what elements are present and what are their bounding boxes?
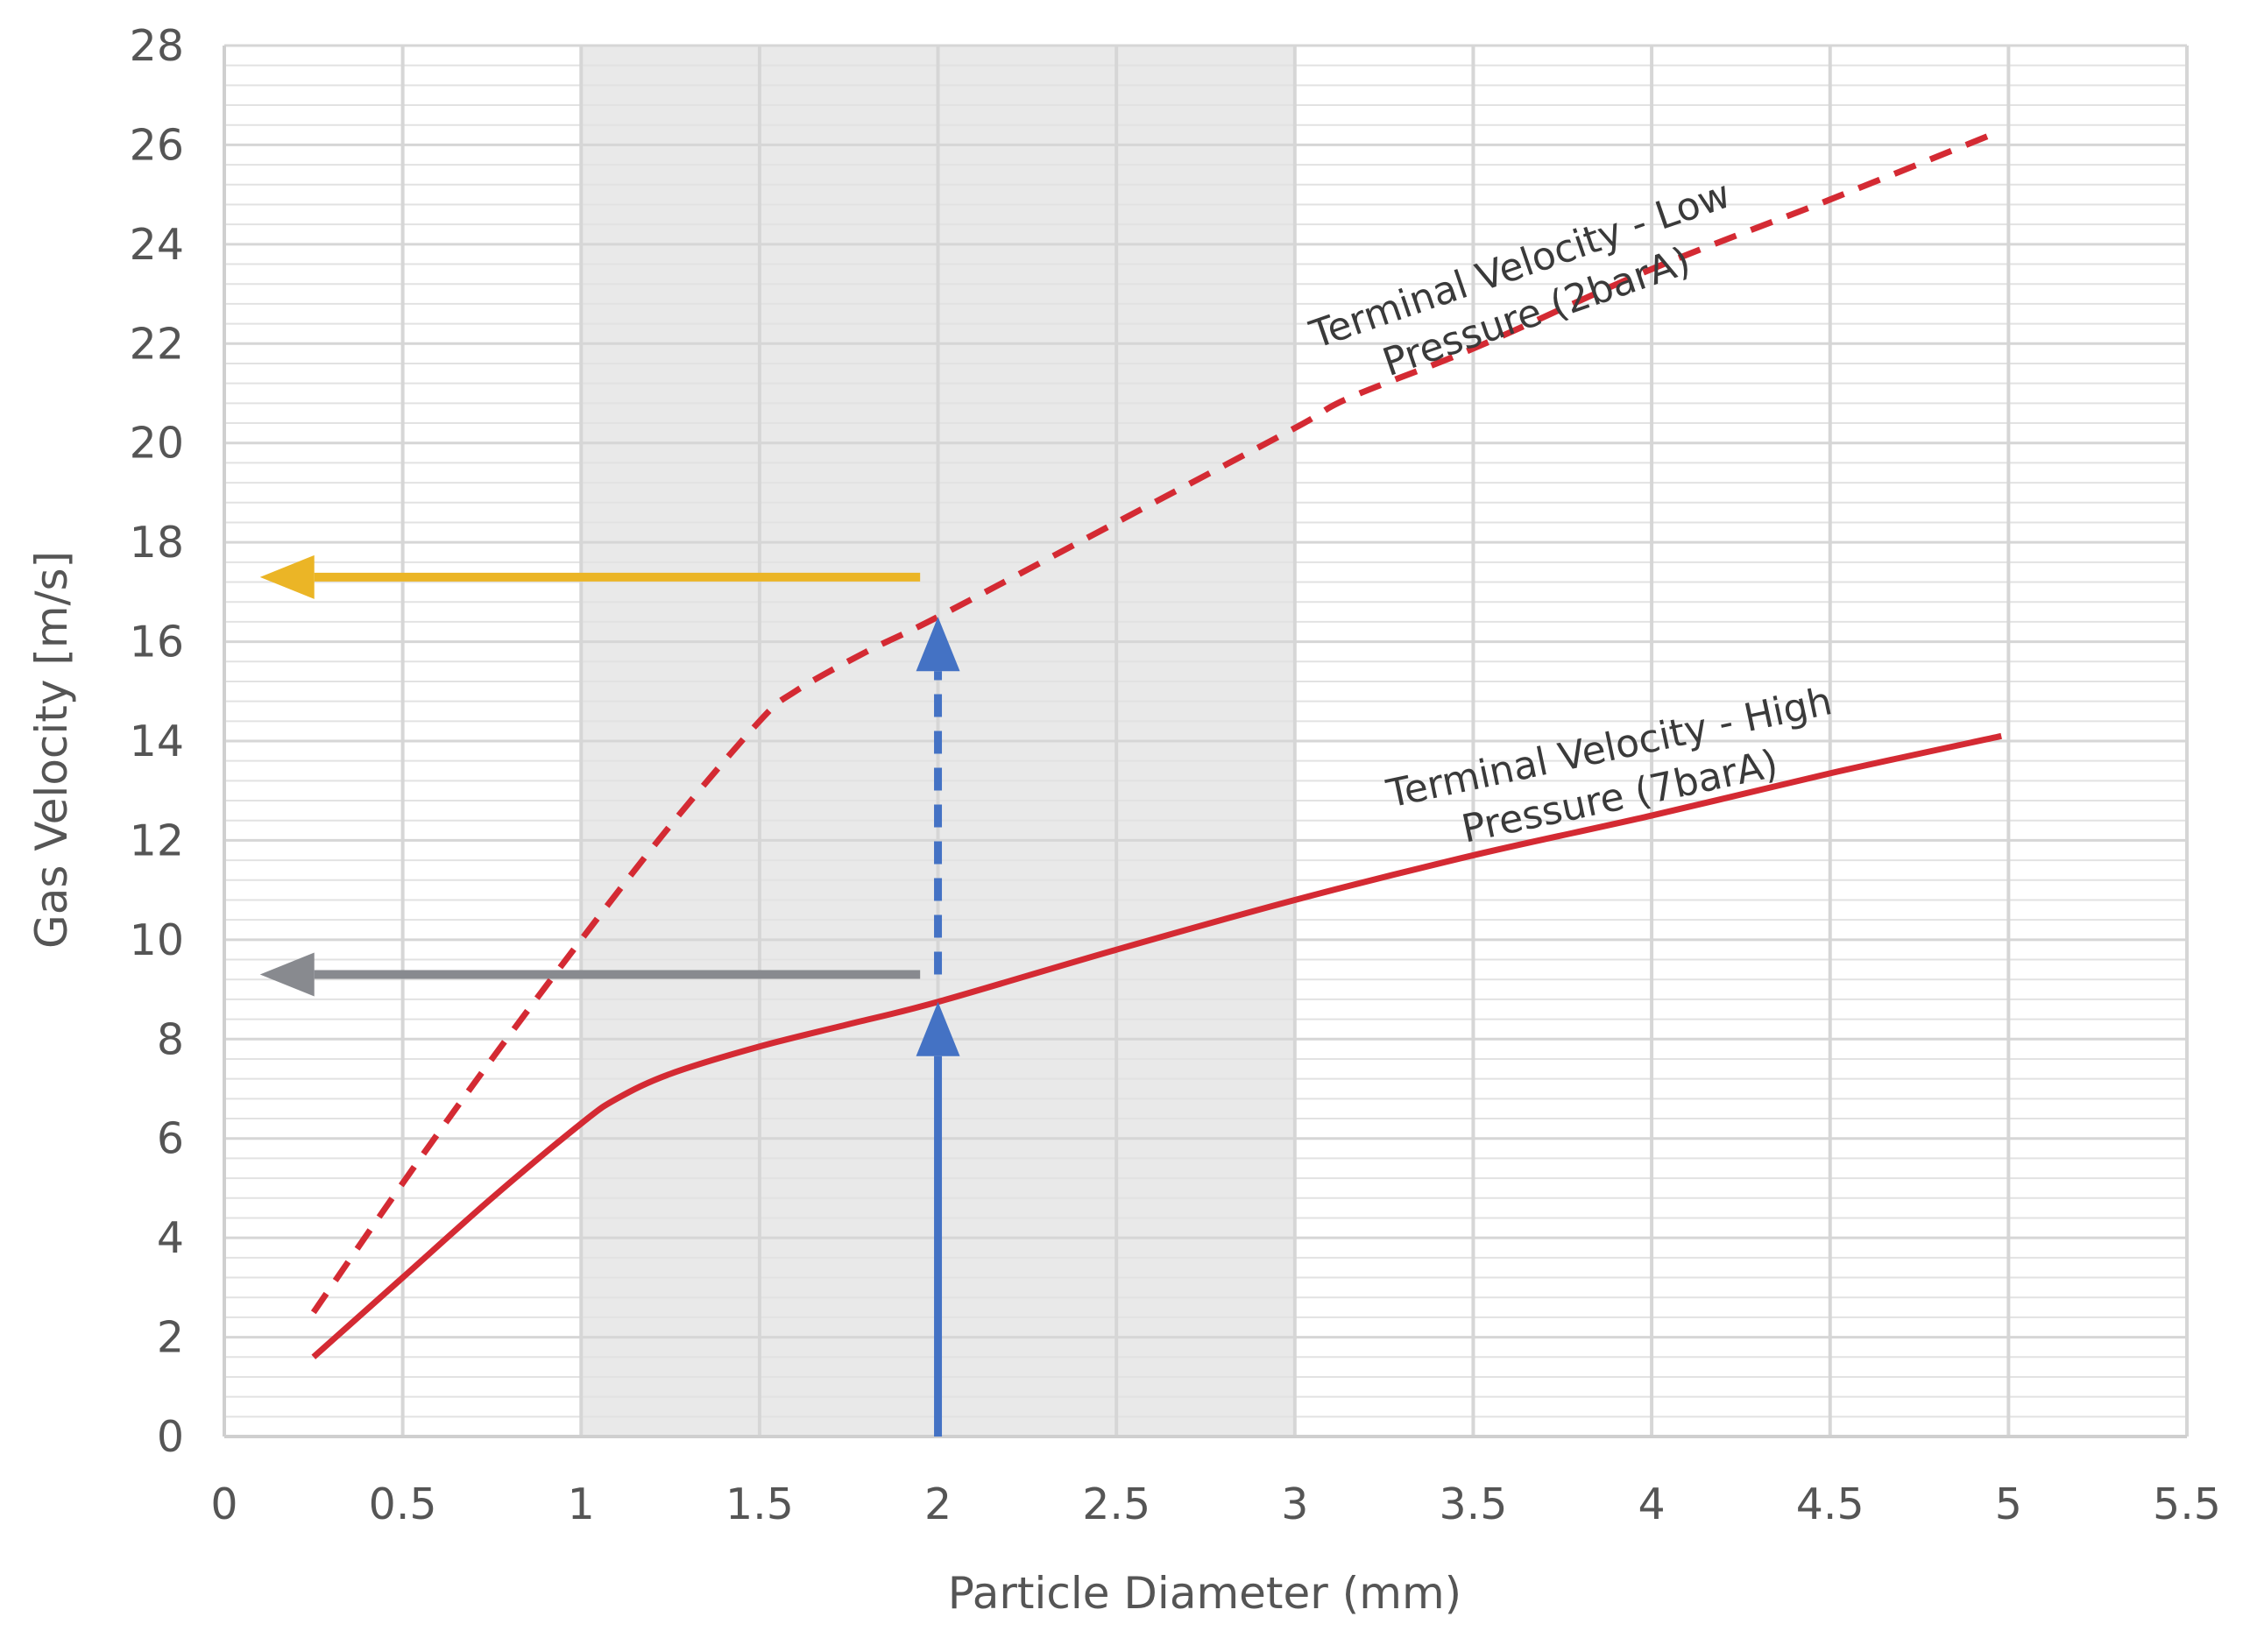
- y-tick-label: 10: [130, 915, 184, 965]
- x-tick-label: 4: [1638, 1479, 1665, 1529]
- y-tick-label: 26: [130, 120, 184, 170]
- series-line-dashed: [310, 131, 1992, 1315]
- vertical-arrow-dashed-head: [916, 617, 960, 672]
- y-tick-label: 22: [130, 319, 184, 369]
- y-tick-label: 28: [130, 21, 184, 71]
- y-tick-label: 16: [130, 618, 184, 667]
- x-tick-label: 0: [210, 1479, 237, 1529]
- major-gridlines: [223, 44, 2189, 1438]
- series-line-solid: [311, 732, 2002, 1359]
- y-tick-label: 6: [157, 1114, 184, 1164]
- y-tick-label: 18: [130, 518, 184, 568]
- y-tick-label: 8: [157, 1014, 184, 1064]
- vertical-arrow-solid-head: [916, 1001, 960, 1056]
- y-tick-label: 0: [157, 1412, 184, 1462]
- x-tick-label: 0.5: [369, 1479, 437, 1529]
- y-tick-label: 2: [157, 1313, 184, 1363]
- series-layer: [310, 131, 2002, 1359]
- reference-arrows: [259, 554, 960, 1437]
- x-axis-title: Particle Diameter (mm): [948, 1568, 1461, 1619]
- horizontal-arrow-head: [259, 554, 315, 599]
- x-tick-label: 3: [1281, 1479, 1308, 1529]
- x-tick-label: 2: [924, 1479, 952, 1529]
- x-axis-ticks: 0 0.5 1 1.5 2 2.5 3 3.5 4 4.5 5 5.5: [210, 1479, 2221, 1529]
- x-tick-label: 1: [568, 1479, 595, 1529]
- x-tick-label: 3.5: [1439, 1479, 1507, 1529]
- y-axis-title: Gas Velocity [m/s]: [26, 551, 77, 949]
- plot-frame: [223, 46, 2187, 1438]
- x-tick-label: 5: [1995, 1479, 2022, 1529]
- y-tick-label: 24: [130, 220, 184, 270]
- y-tick-label: 12: [130, 815, 184, 865]
- x-tick-label: 4.5: [1796, 1479, 1864, 1529]
- x-tick-label: 1.5: [725, 1479, 794, 1529]
- horizontal-arrow-head: [259, 952, 315, 997]
- y-tick-label: 20: [130, 419, 184, 469]
- x-tick-label: 2.5: [1082, 1479, 1150, 1529]
- x-tick-label: 5.5: [2153, 1479, 2221, 1529]
- y-tick-label: 4: [157, 1213, 184, 1263]
- y-tick-label: 14: [130, 717, 184, 766]
